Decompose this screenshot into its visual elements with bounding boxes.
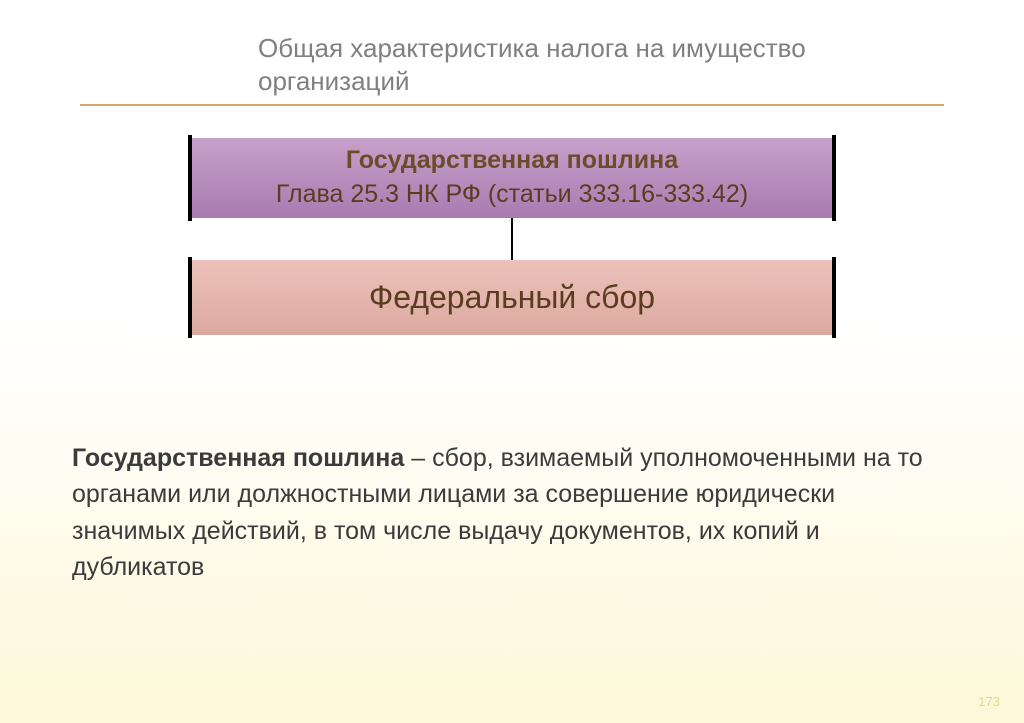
box-cap-left [188,135,192,221]
box-cap-left [188,257,192,338]
title-underline [80,104,944,106]
slide: Общая характеристика налога на имущество… [0,0,1024,723]
slide-title: Общая характеристика налога на имущество… [258,32,938,97]
box-federal-fee: Федеральный сбор [190,260,834,335]
definition-paragraph: Государственная пошлина – сбор, взимаемы… [72,440,952,585]
box-cap-right [832,135,836,221]
box2-text: Федеральный сбор [369,279,655,316]
box-cap-right [832,257,836,338]
page-number: 173 [978,694,1000,709]
box1-line2: Глава 25.3 НК РФ (статьи 333.16-333.42) [276,178,748,212]
box1-line1: Государственная пошлина [346,144,678,178]
definition-term: Государственная пошлина [72,444,404,472]
connector-line [511,218,513,260]
box-state-duty: Государственная пошлина Глава 25.3 НК РФ… [190,138,834,218]
